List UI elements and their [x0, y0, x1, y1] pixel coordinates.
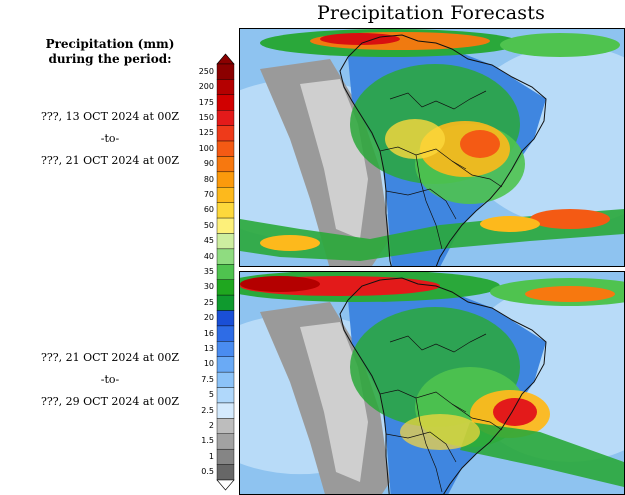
- scale-swatch: [216, 171, 235, 188]
- scale-tick-label: 45: [203, 236, 214, 246]
- scale-tick-label: 250: [198, 66, 214, 76]
- scale-swatch: [216, 387, 235, 404]
- heavy-rain-area: [385, 119, 445, 159]
- heavy-rain-area: [460, 130, 500, 158]
- forecast-map-2: [239, 271, 625, 495]
- scale-tick-label: 35: [203, 267, 214, 276]
- frontal-band: [530, 209, 610, 229]
- scale-arrow-bottom: [216, 479, 235, 491]
- forecast-map-1: [239, 28, 625, 267]
- heavy-rain-area: [493, 398, 537, 426]
- country-border: [385, 431, 457, 463]
- scale-swatch: [216, 264, 235, 280]
- scale-tick-label: 125: [198, 128, 214, 138]
- scale-swatch: [216, 341, 235, 357]
- legend-header-line1: Precipitation (mm): [45, 37, 175, 51]
- scale-tick-label: 16: [203, 328, 214, 338]
- country-border: [451, 403, 503, 431]
- scale-tick-label: 200: [198, 82, 214, 92]
- scale-swatch: [216, 402, 235, 419]
- country-border: [415, 397, 443, 493]
- scale-swatch: [216, 371, 235, 388]
- legend-header-line2: during the period:: [48, 52, 172, 66]
- country-border: [385, 188, 457, 220]
- period-1-sep: -to-: [100, 132, 120, 145]
- scale-swatch: [216, 464, 235, 481]
- scale-tick-label: 0.5: [201, 467, 214, 477]
- scale-swatch: [216, 448, 235, 465]
- frontal-band: [480, 216, 540, 232]
- scale-swatch: [216, 325, 235, 342]
- scale-arrow-top: [216, 53, 235, 65]
- scale-tick-label: 60: [203, 205, 214, 215]
- scale-tick-label: 100: [198, 143, 214, 153]
- heavy-rain-band: [240, 276, 320, 292]
- scale-swatch: [216, 140, 235, 157]
- scale-tick-label: 25: [203, 297, 214, 307]
- heavy-rain-band: [525, 286, 615, 302]
- scale-swatch: [216, 279, 235, 296]
- period-2-sep: -to-: [100, 373, 120, 386]
- scale-swatch: [216, 248, 235, 265]
- coastline-east: [347, 277, 547, 494]
- heavy-rain-band: [320, 33, 400, 45]
- scale-swatch: [216, 110, 235, 126]
- period-1-start: ???, 13 OCT 2024 at 00Z: [40, 110, 180, 123]
- period-2-end: ???, 29 OCT 2024 at 00Z: [40, 395, 180, 408]
- scale-tick-label: 150: [198, 112, 214, 122]
- period-1-label: ???, 13 OCT 2024 at 00Z -to- ???, 21 OCT…: [0, 106, 220, 172]
- scale-tick-label: 13: [203, 344, 214, 354]
- period-2-label: ???, 21 OCT 2024 at 00Z -to- ???, 29 OCT…: [0, 347, 220, 413]
- legend-header: Precipitation (mm) during the period:: [0, 37, 220, 67]
- scale-swatch: [216, 202, 235, 219]
- scale-swatch: [216, 217, 235, 234]
- frontal-band: [460, 422, 624, 487]
- scale-tick-label: 40: [203, 251, 214, 261]
- scale-swatch: [216, 433, 235, 450]
- heavy-rain-area: [400, 414, 480, 450]
- color-scale-bar: [216, 53, 235, 491]
- country-border: [451, 160, 503, 188]
- scale-tick-label: 175: [198, 97, 214, 107]
- scale-tick-label: 2: [208, 421, 214, 431]
- precip-color-scale: 250 200 175 150 125 100 90 80 70 60 50 45 40 35 30 25 20…: [0, 0, 240, 495]
- precipitation-map-1: [240, 29, 624, 266]
- map-title: Precipitation Forecasts: [316, 2, 546, 24]
- scale-swatch: [216, 310, 235, 327]
- scale-swatch: [216, 418, 235, 434]
- scale-tick-label: 5: [208, 390, 214, 400]
- coastline-east: [347, 34, 547, 266]
- country-border: [415, 154, 443, 250]
- scale-swatch: [216, 356, 235, 373]
- frontal-band: [260, 235, 320, 251]
- scale-tick-label: 1.5: [201, 436, 214, 446]
- scale-swatch: [216, 294, 235, 311]
- scale-swatch: [216, 94, 235, 111]
- country-border: [389, 333, 487, 353]
- scale-tick-label: 10: [203, 359, 214, 369]
- period-2-start: ???, 21 OCT 2024 at 00Z: [40, 351, 180, 364]
- country-border: [389, 90, 487, 110]
- scale-swatch: [216, 187, 235, 203]
- scale-tick-label: 50: [203, 220, 214, 230]
- scale-swatch: [216, 125, 235, 142]
- scale-swatch: [216, 63, 235, 80]
- scale-swatch: [216, 79, 235, 96]
- scale-tick-label: 2.5: [201, 405, 214, 415]
- precipitation-map-2: [240, 272, 624, 494]
- scale-tick-label: 7.5: [201, 374, 214, 384]
- scale-tick-label: 90: [203, 159, 214, 169]
- scale-tick-label: 70: [203, 189, 214, 199]
- scale-tick-label: 20: [203, 313, 214, 323]
- heavy-rain-band: [500, 33, 620, 57]
- scale-tick-label: 30: [203, 282, 214, 292]
- scale-swatch: [216, 156, 235, 173]
- period-1-end: ???, 21 OCT 2024 at 00Z: [40, 154, 180, 167]
- scale-tick-label: 80: [203, 174, 214, 184]
- scale-swatch: [216, 233, 235, 250]
- scale-tick-label: 1: [208, 451, 214, 461]
